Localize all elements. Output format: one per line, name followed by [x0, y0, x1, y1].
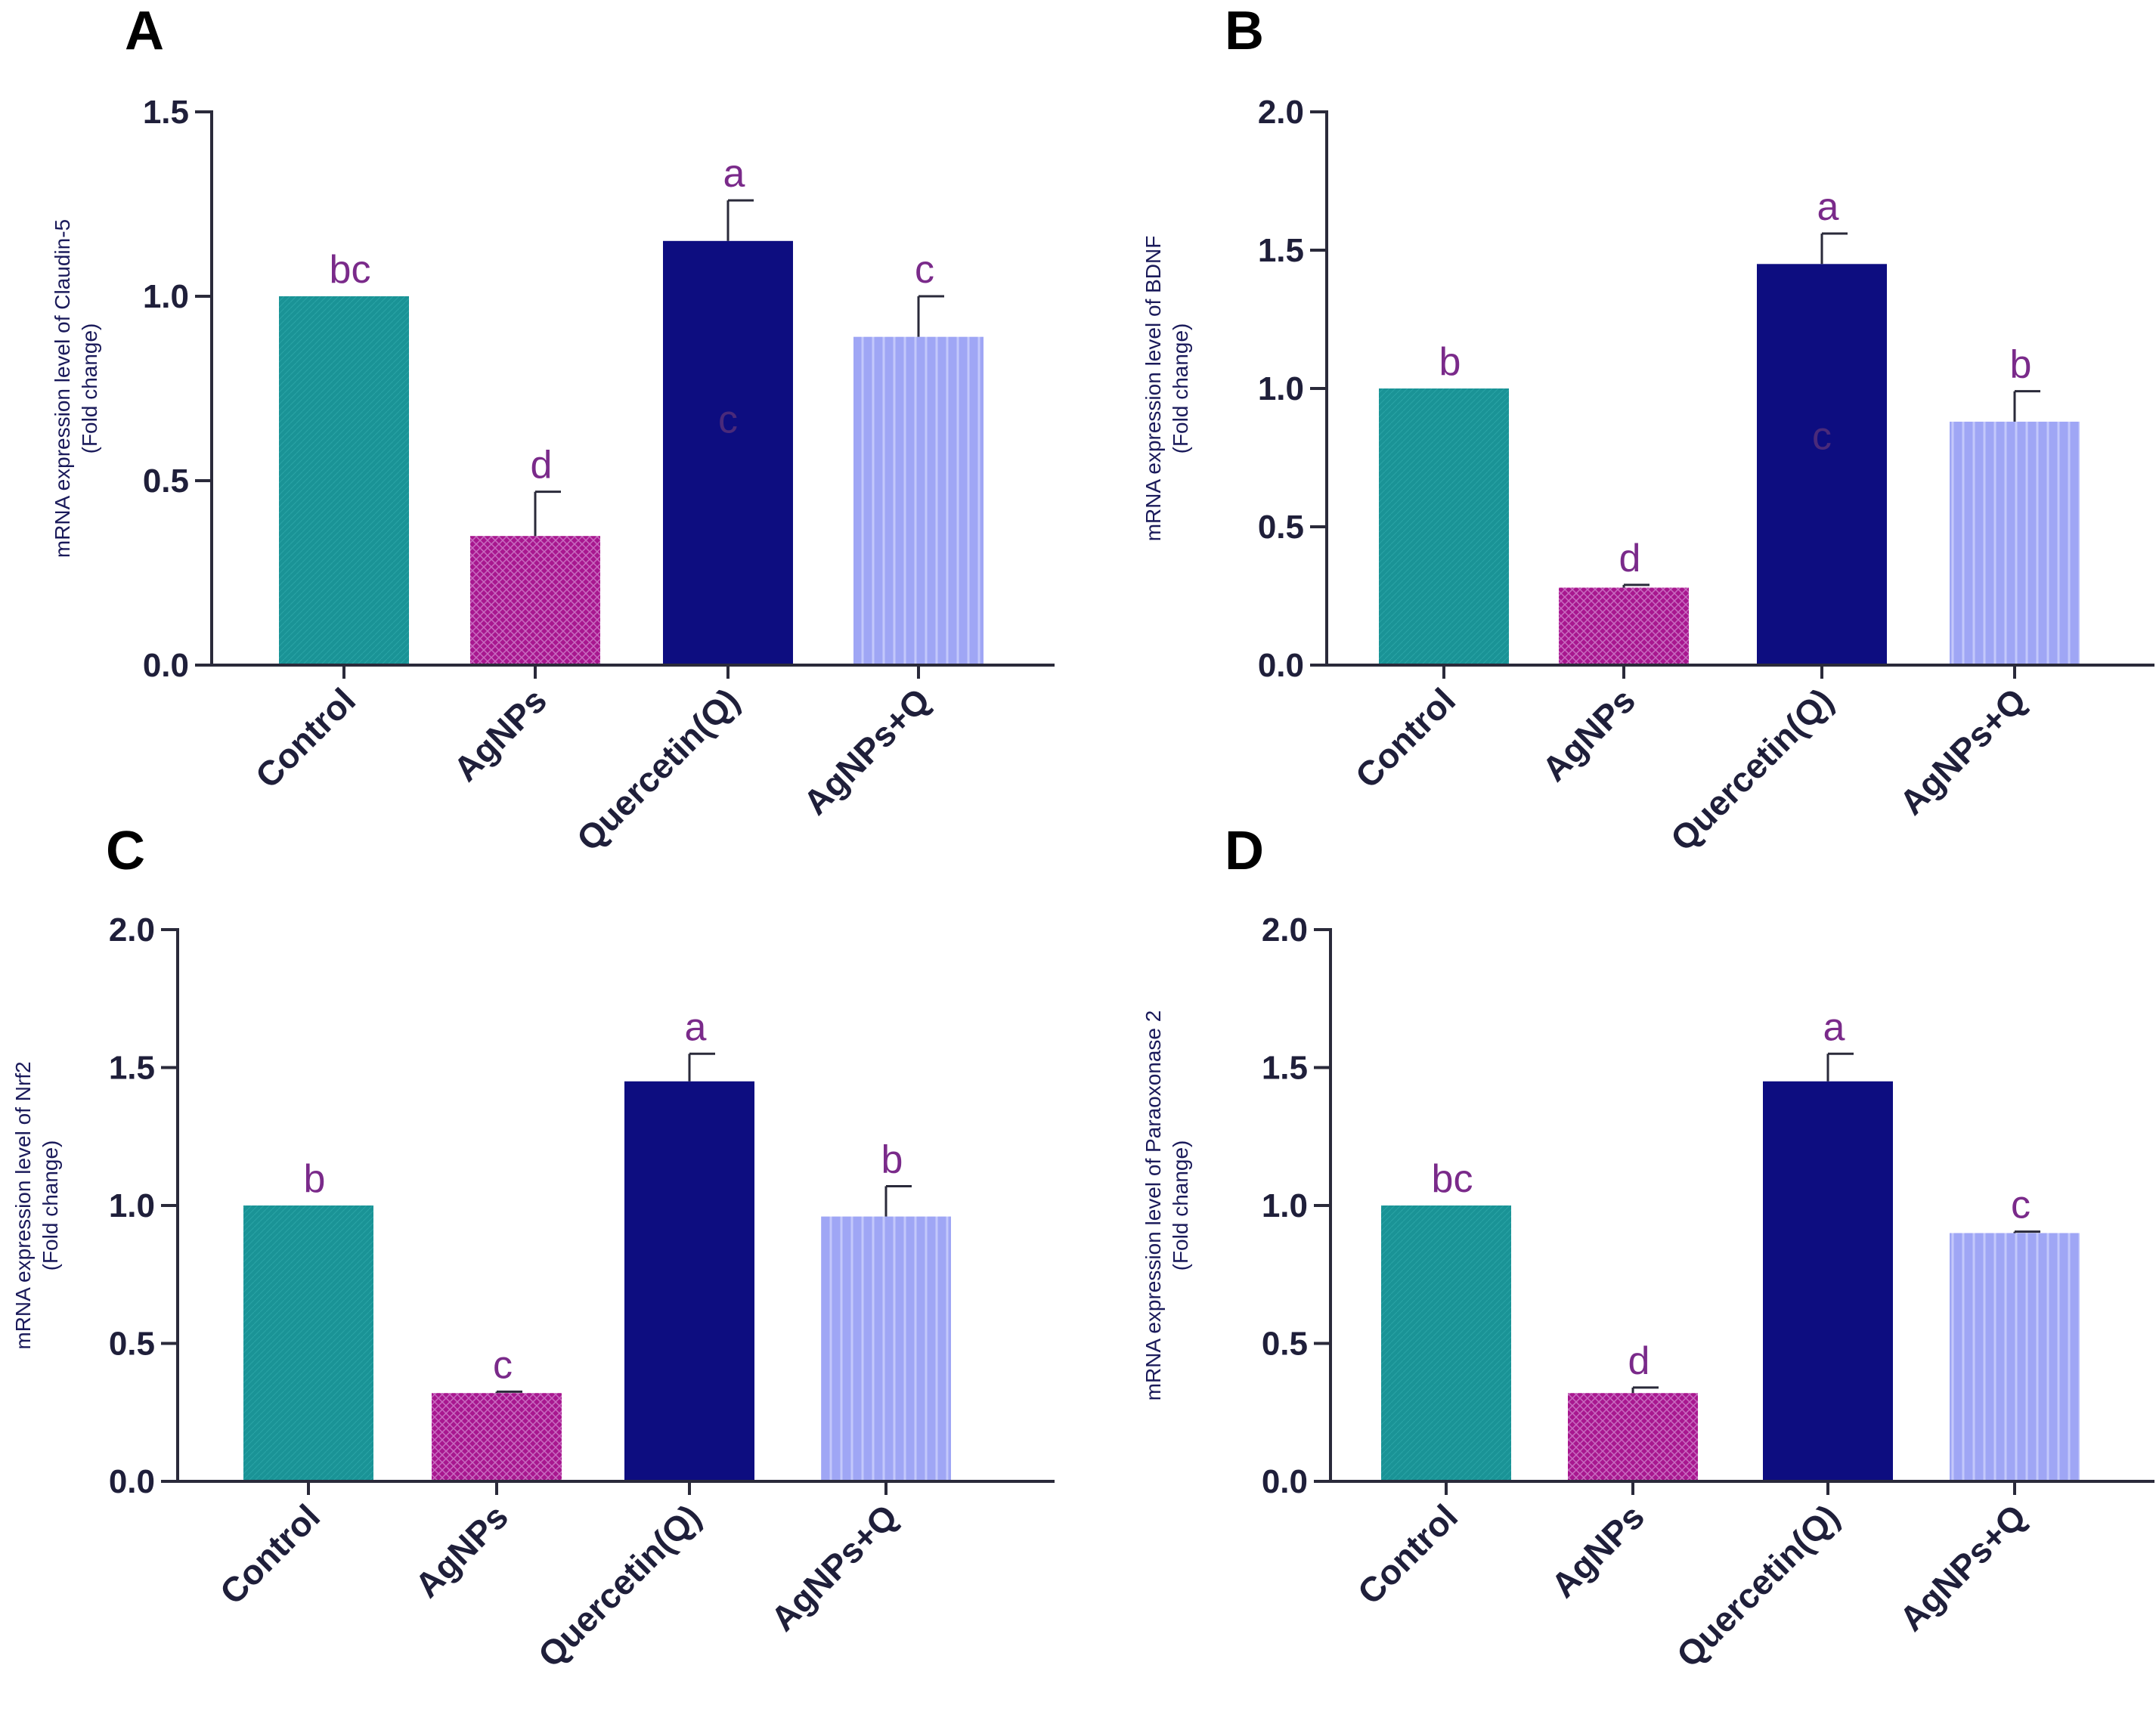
bar-quercetin-d: [1763, 1081, 1893, 1481]
sig-letter-quercetin-a: a: [723, 152, 745, 196]
x-category-label-quercetin-a: Quercetin(Q): [568, 680, 747, 859]
sig-letter-control-b: b: [1439, 340, 1461, 384]
bar-agnps-b: [1559, 587, 1689, 665]
y-tick-label-b-3: 1.5: [1258, 232, 1304, 269]
y-axis-title-d: mRNA expression level of Paraoxonase 2 (F…: [1142, 1010, 1192, 1401]
inner-letter-a: c: [718, 398, 738, 442]
inner-letter-b: c: [1812, 415, 1832, 459]
bar-agnps-q-b: [1950, 421, 2080, 665]
y-axis-title-line1-b: mRNA expression level of BDNF: [1142, 236, 1165, 542]
y-axis-title-line1-d: mRNA expression level of Paraoxonase 2: [1142, 1010, 1165, 1401]
y-tick-label-b-4: 2.0: [1258, 94, 1304, 131]
y-axis-title-line1-c: mRNA expression level of Nrf2: [11, 1061, 35, 1349]
bar-agnps-q-c: [821, 1216, 951, 1481]
x-category-label-agnps-a: AgNPs: [446, 680, 554, 788]
sig-letter-agnps-q-c: b: [881, 1137, 903, 1181]
sig-letter-control-c: b: [304, 1157, 326, 1201]
sig-letter-agnps-c: c: [493, 1343, 513, 1387]
y-axis-title-line1-a: mRNA expression level of Claudin-5: [51, 219, 74, 558]
x-category-label-agnps-d: AgNPs: [1544, 1496, 1652, 1605]
sig-letter-control-d: bc: [1432, 1157, 1473, 1201]
x-category-label-quercetin-d: Quercetin(Q): [1668, 1496, 1847, 1675]
bar-agnps-q-d: [1950, 1233, 2080, 1481]
y-axis-title-c: mRNA expression level of Nrf2 (Fold chang…: [11, 1061, 62, 1349]
y-axis-title-line2-c: (Fold change): [39, 1140, 62, 1271]
bar-agnps-q-a: [853, 336, 984, 665]
panel-b: B mRNA expression level of BDNF (Fold cha…: [1142, 1, 2154, 859]
panel-letter-c: C: [106, 821, 145, 881]
y-tick-label-b-0: 0.0: [1258, 647, 1304, 684]
sig-letter-quercetin-b: a: [1817, 185, 1839, 229]
sig-letter-agnps-q-b: b: [2010, 343, 2032, 387]
plot-area-b: b d a b c 0.0 0.5 1.0 1.5 2.0 Control AgNPs Querceti…: [1258, 94, 2154, 859]
plot-area-c: b c a b 0.0 0.5 1.0 1.5 2.0 Control AgNPs Quercetin…: [109, 911, 1055, 1675]
y-tick-label-a-2: 1.0: [143, 278, 189, 315]
bar-control-a: [279, 296, 409, 665]
y-axis-title-line2-a: (Fold change): [78, 323, 101, 454]
y-tick-label-a-3: 1.5: [143, 94, 189, 131]
bar-agnps-d: [1568, 1393, 1698, 1481]
x-category-label-control-d: Control: [1350, 1496, 1465, 1611]
panel-letter-d: D: [1225, 821, 1264, 881]
x-category-label-quercetin-b: Quercetin(Q): [1662, 680, 1841, 859]
sig-letter-quercetin-c: a: [685, 1005, 707, 1049]
y-axis-title-line2-d: (Fold change): [1169, 1140, 1192, 1271]
sig-letter-quercetin-d: a: [1823, 1005, 1845, 1049]
panel-d: D mRNA expression level of Paraoxonase 2…: [1142, 821, 2154, 1675]
sig-letter-agnps-q-a: c: [915, 248, 934, 292]
panel-c: C mRNA expression level of Nrf2 (Fold cha…: [11, 821, 1055, 1675]
bar-control-c: [243, 1205, 373, 1481]
panel-letter-b: B: [1225, 1, 1264, 61]
sig-letter-control-a: bc: [330, 248, 371, 292]
sig-letter-agnps-d: d: [1628, 1339, 1650, 1383]
y-axis-title-a: mRNA expression level of Claudin-5 (Fold …: [51, 219, 101, 558]
y-tick-label-a-1: 0.5: [143, 463, 189, 500]
sig-letter-agnps-b: d: [1619, 537, 1641, 580]
x-category-label-agnps-b: AgNPs: [1535, 680, 1643, 788]
x-category-label-agnps-q-b: AgNPs+Q: [1891, 680, 2034, 822]
y-tick-label-c-0: 0.0: [109, 1463, 155, 1500]
y-tick-label-b-2: 1.0: [1258, 370, 1304, 407]
x-category-label-agnps-q-c: AgNPs+Q: [763, 1496, 905, 1639]
bar-quercetin-a: [663, 240, 793, 665]
bar-control-b: [1379, 388, 1509, 665]
y-tick-label-d-4: 2.0: [1262, 911, 1308, 949]
y-tick-label-b-1: 0.5: [1258, 509, 1304, 546]
sig-letter-agnps-a: d: [531, 444, 553, 487]
bar-quercetin-b: [1757, 264, 1887, 665]
sig-letter-agnps-q-d: c: [2011, 1184, 2031, 1227]
y-tick-label-c-1: 0.5: [109, 1326, 155, 1363]
y-axis-title-b: mRNA expression level of BDNF (Fold chang…: [1142, 236, 1192, 542]
x-category-label-agnps-q-d: AgNPs+Q: [1891, 1496, 2034, 1639]
y-axis-title-line2-b: (Fold change): [1169, 323, 1192, 454]
y-tick-label-c-4: 2.0: [109, 911, 155, 949]
y-tick-label-d-1: 0.5: [1262, 1326, 1308, 1363]
y-tick-label-d-2: 1.0: [1262, 1187, 1308, 1224]
y-tick-label-d-0: 0.0: [1262, 1463, 1308, 1500]
panel-letter-a: A: [125, 1, 164, 61]
y-tick-label-a-0: 0.0: [143, 647, 189, 684]
x-category-label-control-a: Control: [248, 680, 363, 795]
x-category-label-control-b: Control: [1348, 680, 1463, 795]
x-category-label-quercetin-c: Quercetin(Q): [530, 1496, 708, 1675]
bar-agnps-c: [432, 1393, 562, 1481]
bar-quercetin-c: [624, 1081, 754, 1481]
y-tick-label-c-3: 1.5: [109, 1050, 155, 1087]
bar-control-d: [1381, 1205, 1511, 1481]
x-category-label-agnps-c: AgNPs: [407, 1496, 516, 1605]
panel-a: A mRNA expression level of Claudin-5 (Fol…: [51, 1, 1055, 859]
y-tick-label-c-2: 1.0: [109, 1187, 155, 1224]
plot-area-d: bc d a c 0.0 0.5 1.0 1.5 2.0 Control AgNPs Querceti…: [1262, 911, 2154, 1675]
y-tick-label-d-3: 1.5: [1262, 1050, 1308, 1087]
x-category-label-control-c: Control: [212, 1496, 327, 1611]
bar-agnps-a: [470, 536, 600, 665]
x-category-label-agnps-q-a: AgNPs+Q: [795, 680, 937, 822]
plot-area-a: bc d a c c 0.0 0.5 1.0 1.5 Control AgNPs Quercetin(…: [143, 94, 1055, 859]
